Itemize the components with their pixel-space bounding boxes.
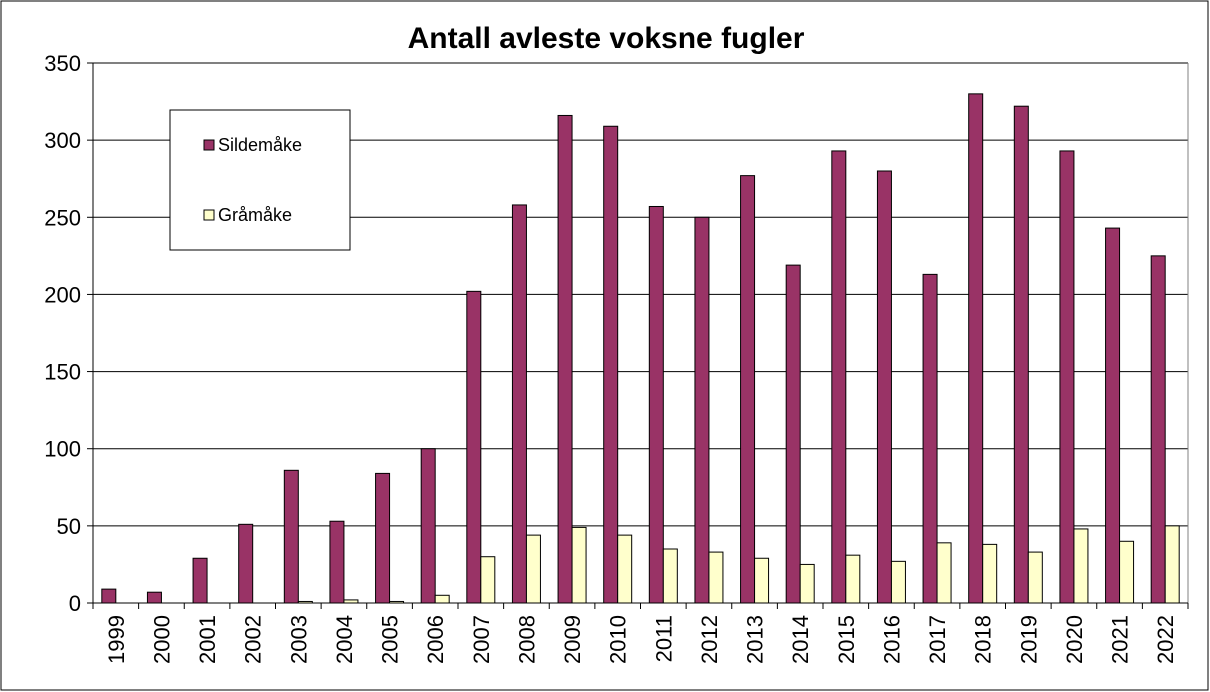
y-tick-label: 200 (44, 282, 81, 307)
bar (283, 469, 299, 604)
bar (785, 264, 801, 604)
bar (525, 534, 541, 604)
x-tick-label: 2010 (606, 615, 631, 664)
bar (694, 216, 710, 604)
x-tick-label: 1999 (104, 615, 129, 664)
bar (511, 204, 527, 604)
bar (936, 542, 952, 604)
bar (1105, 227, 1121, 604)
bar (480, 556, 496, 604)
bar (603, 125, 619, 604)
y-tick-label: 100 (44, 437, 81, 462)
bar (1013, 105, 1029, 604)
bar (754, 557, 770, 604)
x-tick-label: 2012 (697, 615, 722, 664)
bar (968, 93, 984, 604)
bar (1119, 540, 1135, 604)
bar (890, 560, 906, 604)
bar (101, 588, 117, 604)
x-tick-label: 2014 (788, 615, 813, 664)
x-tick-label: 2017 (925, 615, 950, 664)
x-tick-label: 2004 (332, 615, 357, 664)
bar (799, 563, 815, 604)
x-tick-label: 2018 (971, 615, 996, 664)
x-tick-label: 2003 (286, 615, 311, 664)
bar (617, 534, 633, 604)
bar (708, 551, 724, 604)
x-tick-label: 2002 (241, 615, 266, 664)
bar (1073, 528, 1089, 604)
bar (1059, 150, 1075, 604)
x-tick-label: 2001 (195, 615, 220, 664)
x-tick-label: 2015 (834, 615, 859, 664)
legend-box (169, 109, 351, 251)
bar (740, 175, 756, 604)
bar (831, 150, 847, 604)
y-tick-label: 250 (44, 205, 81, 230)
x-tick-label: 2005 (378, 615, 403, 664)
chart-title: Antall avleste voksne fugler (408, 22, 805, 55)
bar (982, 543, 998, 604)
legend-label: Gråmåke (218, 205, 292, 225)
bar (571, 526, 587, 604)
bar (662, 548, 678, 604)
x-tick-label: 2022 (1153, 615, 1178, 664)
bar (238, 523, 254, 604)
y-tick-label: 300 (44, 128, 81, 153)
x-tick-label: 2020 (1062, 615, 1087, 664)
legend-swatch (203, 209, 215, 221)
bar (434, 594, 450, 604)
bar (557, 114, 573, 604)
x-tick-label: 2007 (469, 615, 494, 664)
x-tick-label: 2011 (651, 615, 676, 662)
x-tick-label: 2019 (1016, 615, 1041, 664)
bar (420, 448, 436, 604)
bar (466, 290, 482, 604)
bar (1164, 525, 1180, 604)
y-tick-label: 0 (69, 591, 81, 616)
bar (1027, 551, 1043, 604)
bar (375, 472, 391, 604)
x-tick-label: 2008 (514, 615, 539, 664)
y-tick-label: 50 (57, 514, 81, 539)
x-tick-label: 2006 (423, 615, 448, 664)
bar (329, 520, 345, 604)
bar (192, 557, 208, 604)
bar (1150, 255, 1166, 604)
bar (876, 170, 892, 604)
x-tick-label: 2021 (1108, 615, 1133, 664)
bar (146, 591, 162, 604)
bar (845, 554, 861, 604)
y-tick-label: 150 (44, 360, 81, 385)
bar (922, 273, 938, 604)
bar (648, 205, 664, 604)
legend-label: Sildemåke (218, 135, 302, 155)
x-tick-label: 2013 (743, 615, 768, 664)
legend-swatch (203, 139, 215, 151)
x-tick-label: 2009 (560, 615, 585, 664)
x-tick-label: 2000 (149, 615, 174, 664)
y-tick-label: 350 (44, 51, 81, 76)
x-tick-label: 2016 (879, 615, 904, 664)
